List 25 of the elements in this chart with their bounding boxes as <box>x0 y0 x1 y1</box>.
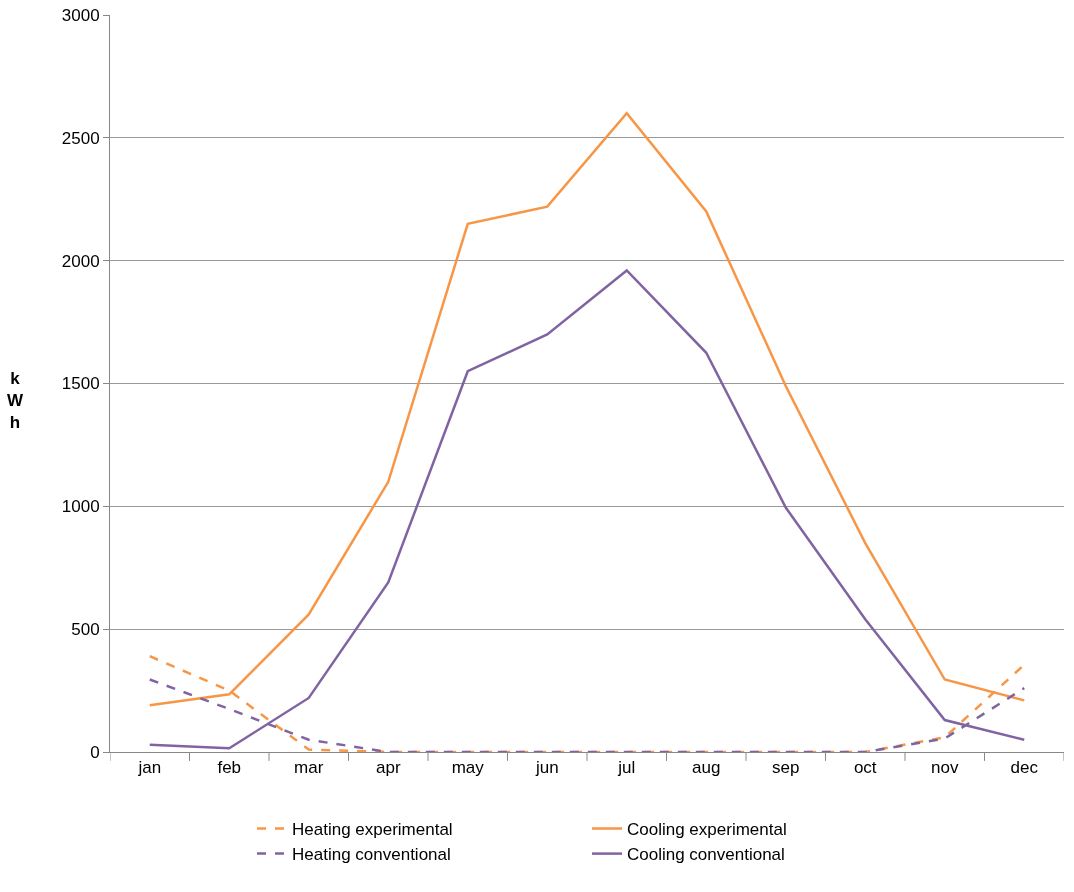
y-tick-label: 1500 <box>61 374 100 394</box>
x-tick-label: jul <box>617 758 636 778</box>
x-tick-label: mar <box>294 758 324 778</box>
x-tick-label: feb <box>217 758 242 778</box>
legend-label: Heating experimental <box>292 820 453 840</box>
x-tick-label: oct <box>853 758 877 778</box>
y-tick-label: 2500 <box>61 128 100 148</box>
y-tick-label: 2000 <box>61 251 100 271</box>
y-tick-label: 500 <box>71 620 100 640</box>
y-tick-label: 0 <box>90 742 100 762</box>
y-tick-label: 1000 <box>61 497 100 517</box>
x-tick-label: jun <box>534 758 559 778</box>
x-tick-label: dec <box>1010 758 1039 778</box>
x-tick-label: aug <box>692 758 721 778</box>
x-tick-label: sep <box>772 758 800 778</box>
line-series <box>148 269 1026 750</box>
y-tick-label: 3000 <box>61 5 100 25</box>
x-tick-label: apr <box>375 758 401 778</box>
x-tick-label: nov <box>931 758 959 778</box>
x-tick-label: may <box>451 758 485 778</box>
y-axis-title: kWh <box>6 368 24 432</box>
legend-label: Cooling conventional <box>627 845 785 865</box>
legend-label: Heating conventional <box>292 845 451 865</box>
x-tick-label: jan <box>137 758 162 778</box>
legend-label: Cooling experimental <box>627 820 787 840</box>
